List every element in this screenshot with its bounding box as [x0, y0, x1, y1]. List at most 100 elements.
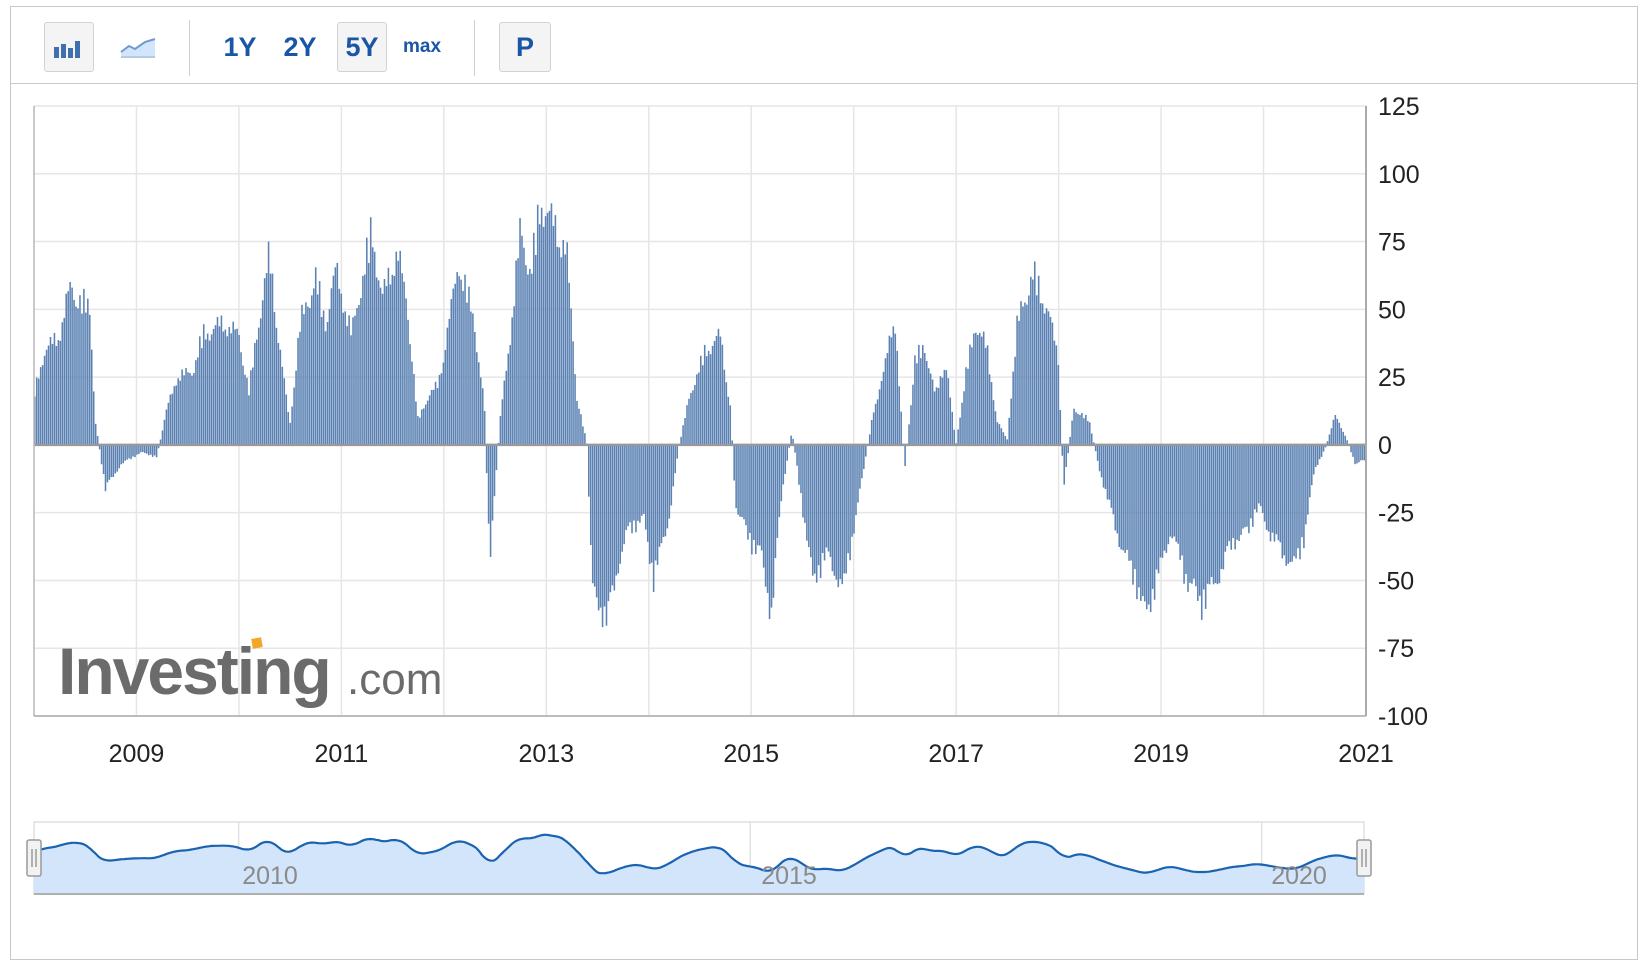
range-5y-button[interactable]: 5Y — [337, 22, 387, 72]
y-tick-label: 75 — [1378, 229, 1406, 257]
axes — [33, 106, 1367, 717]
bar — [177, 378, 179, 445]
bar — [1252, 444, 1254, 527]
bar-chart-button[interactable] — [44, 22, 94, 72]
bar — [1340, 428, 1343, 445]
bar — [1061, 444, 1064, 456]
bar — [383, 278, 386, 445]
bar — [1352, 444, 1354, 457]
bar — [641, 444, 643, 516]
bar — [206, 333, 209, 445]
bar — [676, 444, 678, 459]
bar — [953, 429, 955, 445]
bar — [324, 331, 327, 445]
range-1y-button[interactable]: 1Y — [223, 31, 257, 62]
bar — [1354, 444, 1356, 465]
bar — [114, 444, 117, 474]
range-2y-button[interactable]: 2Y — [283, 31, 317, 62]
bar — [900, 411, 902, 445]
bar — [175, 385, 178, 445]
bar — [1283, 444, 1286, 556]
toolbar: 1Y 2Y 5Y max P — [10, 6, 1638, 84]
bar — [847, 444, 849, 554]
bar — [853, 444, 855, 534]
bar — [656, 444, 659, 565]
svg-text:Investing: Investing — [58, 634, 330, 708]
bar — [387, 267, 390, 445]
bar — [136, 444, 138, 455]
bar — [503, 380, 506, 445]
bar — [421, 409, 423, 445]
bar — [199, 336, 201, 445]
navigator-right-handle[interactable] — [1356, 839, 1372, 877]
bar — [943, 369, 946, 445]
bar — [1092, 442, 1095, 445]
bar — [1018, 320, 1020, 445]
bar — [998, 424, 1001, 445]
bar — [1236, 444, 1238, 540]
bar — [311, 295, 313, 445]
bar — [163, 419, 166, 445]
bar — [552, 225, 555, 445]
bar — [59, 340, 62, 445]
bar — [1030, 276, 1032, 445]
bar — [696, 374, 698, 445]
navigator[interactable]: 2010 2015 2020 — [26, 821, 1372, 895]
bar — [810, 444, 812, 558]
bar — [391, 274, 394, 445]
area-chart-button[interactable] — [114, 22, 164, 72]
bar — [941, 377, 944, 445]
bar — [145, 444, 148, 454]
bar — [808, 444, 810, 548]
bar — [619, 444, 622, 564]
bar — [303, 314, 305, 445]
bar — [358, 304, 360, 445]
bar — [169, 394, 172, 445]
bar — [53, 332, 56, 445]
bar — [745, 444, 747, 526]
navigator-left-handle[interactable] — [26, 839, 42, 877]
y-tick-label: -50 — [1378, 567, 1414, 595]
bar — [155, 444, 158, 458]
p-button[interactable]: P — [499, 22, 551, 72]
bar — [554, 215, 557, 445]
bar — [195, 360, 197, 445]
bar — [884, 358, 887, 445]
bar — [568, 282, 570, 445]
y-tick-label: 50 — [1378, 296, 1406, 324]
bar — [988, 374, 991, 445]
bar — [149, 444, 152, 455]
bar — [1214, 444, 1217, 584]
bar — [299, 331, 301, 445]
bar — [369, 217, 372, 445]
bar — [664, 444, 667, 537]
bar — [1210, 444, 1213, 578]
bar — [181, 369, 183, 445]
range-max-button[interactable]: max — [402, 36, 442, 57]
bar — [896, 350, 899, 445]
bar — [643, 444, 645, 514]
bar — [1132, 444, 1134, 585]
bar — [126, 444, 128, 460]
bar — [466, 302, 468, 445]
bar — [1326, 441, 1329, 445]
bar — [295, 370, 297, 445]
bar — [1336, 418, 1339, 445]
bar — [464, 274, 466, 445]
bar — [1151, 444, 1154, 589]
x-tick-label: 2019 — [1133, 740, 1189, 768]
bar — [470, 311, 472, 445]
bar — [980, 336, 983, 445]
bar — [880, 380, 883, 445]
bar — [701, 365, 704, 445]
bar — [1189, 444, 1191, 583]
navigator-x-label: 2015 — [761, 862, 817, 890]
bar — [1140, 444, 1142, 601]
bar — [1142, 444, 1144, 597]
bar — [538, 224, 541, 445]
bar — [67, 291, 69, 445]
bar — [1047, 311, 1050, 445]
bar — [599, 444, 602, 608]
bar — [110, 444, 113, 478]
bar — [870, 419, 873, 445]
